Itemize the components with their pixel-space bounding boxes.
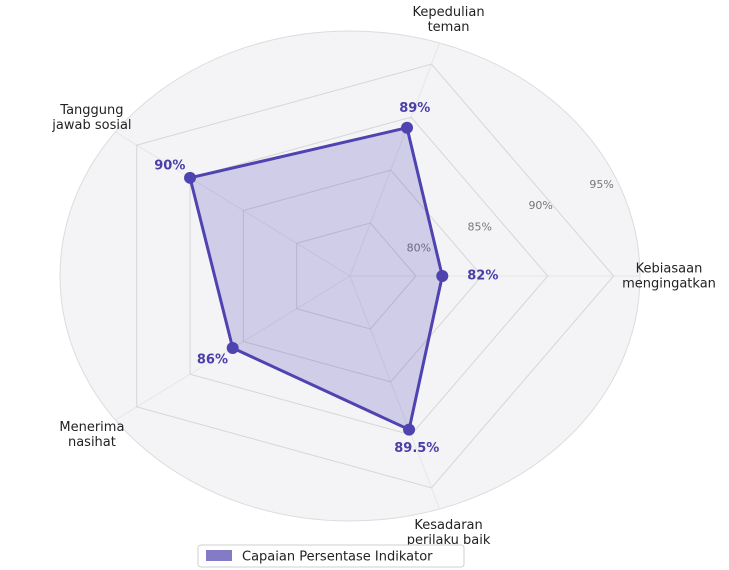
data-label: 86%	[197, 352, 228, 367]
axis-label: Tanggung jawab sosial	[51, 103, 131, 133]
grid-line	[242, 169, 483, 383]
data-label: 82%	[467, 269, 498, 284]
data-point	[403, 423, 416, 436]
data-label: 90%	[154, 159, 185, 174]
data-point	[436, 270, 449, 282]
legend: Capaian Persentase Indikator	[197, 544, 465, 568]
radial-tick-label: 80%	[407, 242, 431, 255]
legend-box	[197, 544, 465, 568]
spoke	[349, 275, 441, 510]
data-point	[226, 342, 239, 355]
radial-tick-label: 90%	[528, 199, 552, 212]
grid-line	[189, 116, 549, 436]
radial-tick-label: 85%	[468, 220, 492, 233]
grid-line	[136, 63, 615, 489]
data-label: 89%	[399, 101, 430, 116]
axis-label: Kesadaran perilaku baik	[407, 517, 491, 547]
grid-line	[296, 222, 417, 330]
spoke	[115, 131, 351, 277]
data-point	[184, 171, 197, 184]
legend-label: Capaian Persentase Indikator	[242, 550, 433, 565]
axis-label: Kebiasaan mengingatkan	[622, 261, 716, 291]
series-area	[188, 126, 444, 432]
axis-label: Kepedulian teman	[413, 5, 485, 35]
axis-label: Menerima nasihat	[59, 419, 124, 449]
radial-tick-label: 95%	[589, 178, 613, 191]
data-label: 89.5%	[394, 441, 439, 456]
legend-swatch	[206, 550, 232, 561]
spoke	[349, 42, 441, 277]
data-point	[401, 121, 414, 134]
